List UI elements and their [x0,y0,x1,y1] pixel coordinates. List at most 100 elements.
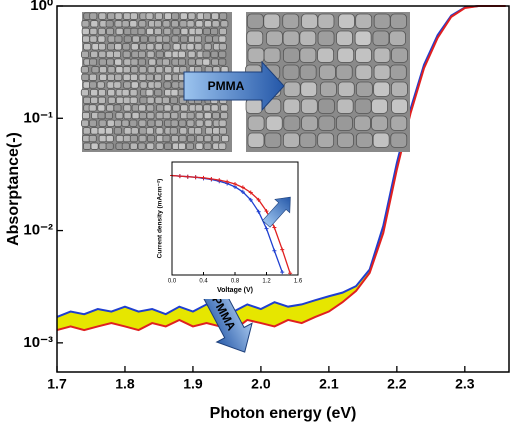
sem-grain [81,50,90,59]
y-tick-label: 10⁻¹ [23,109,53,126]
sem-grain [113,104,122,112]
sem-grain [163,27,172,36]
sem-grain [83,142,92,150]
sem-grain [106,73,115,81]
sem-grain [156,104,165,112]
sem-grain [204,127,213,135]
sem-grain [131,50,140,59]
sem-grain [203,104,212,112]
sem-grain [263,13,281,29]
sem-grain [221,134,230,143]
sem-grain [123,81,132,89]
y-tick-label: 10⁻² [23,222,53,239]
sem-grain [104,127,113,135]
annotation: PMMA [208,79,245,93]
sem-grain [283,47,300,63]
sem-grain [170,119,179,127]
x-tick-label: 1.8 [115,376,135,392]
sem-grain [317,98,335,114]
sem-grain [107,43,116,51]
sem-grain [90,142,99,150]
sem-grain [105,20,114,28]
sem-grain [138,104,147,112]
sem-grain [98,89,107,97]
sem-grain [148,35,157,43]
sem-grain [98,142,107,150]
sem-grain [390,132,408,148]
y-tick-label: 10⁻³ [23,334,53,351]
sem-grain [129,134,138,143]
sem-grain [123,35,132,43]
sem-grain [210,27,219,36]
sem-grain [245,98,263,114]
sem-grain [145,73,154,81]
sem-grain [283,98,301,114]
sem-grain [123,111,132,120]
sem-grain [91,66,100,74]
sem-grain [107,96,116,104]
sem-grain [153,27,162,36]
sem-grain [115,66,124,74]
sem-grain [139,43,148,51]
sem-grain [130,43,139,51]
sem-grain [154,12,163,20]
sem-grain [170,20,179,28]
sem-grain [336,98,354,114]
sem-grain [317,47,334,63]
sem-grain [122,12,131,20]
sem-grain [318,115,336,131]
series-line [56,5,506,318]
sem-grain [90,89,99,97]
arrow [199,280,253,353]
sem-grain [155,35,164,43]
sem-grain [113,119,122,127]
sem-grain [337,47,355,63]
sem-grain [146,96,155,104]
sem-grain [391,81,408,97]
x-axis-label: Photon energy (eV) [210,405,357,422]
sem-grain [129,73,138,81]
sem-grain [163,104,172,112]
sem-grain [283,115,301,131]
sem-grain [187,12,196,20]
sem-grain [147,134,156,143]
sem-grain [169,127,178,135]
marker [248,190,253,195]
sem-grain [146,27,155,36]
sem-grain [177,142,186,150]
sem-grain [172,104,181,112]
sem-grain [212,127,221,135]
sem-grain [138,111,147,120]
sem-grain [186,20,195,28]
sem-grain [97,35,106,43]
sem-grain [115,134,124,143]
sem-grain [335,64,353,80]
sem-grain [218,142,227,150]
x-tick-label: 0.4 [199,279,208,285]
sem-grain [247,115,265,131]
marker [280,247,285,252]
sem-grain [164,73,173,81]
sem-grain [218,27,227,36]
sem-grain [97,104,106,112]
sem-grain [354,30,372,46]
sem-grain [154,73,163,81]
sem-grain [130,81,139,89]
sem-grain [90,20,99,28]
sem-grain [145,127,154,135]
sem-grain [180,104,189,112]
sem-grain [98,58,107,66]
sem-grain [130,127,139,135]
sem-grain [129,12,138,20]
sem-grain [106,27,115,36]
sem-grain [263,47,281,63]
sem-grain [121,20,130,28]
sem-grain [97,96,106,104]
sem-grain [104,111,113,120]
sem-grain [81,20,90,28]
sem-grain [282,13,300,29]
sem-grain [98,12,107,20]
plot-frame [56,5,510,373]
sem-grain [130,66,139,74]
sem-grain [139,81,148,89]
